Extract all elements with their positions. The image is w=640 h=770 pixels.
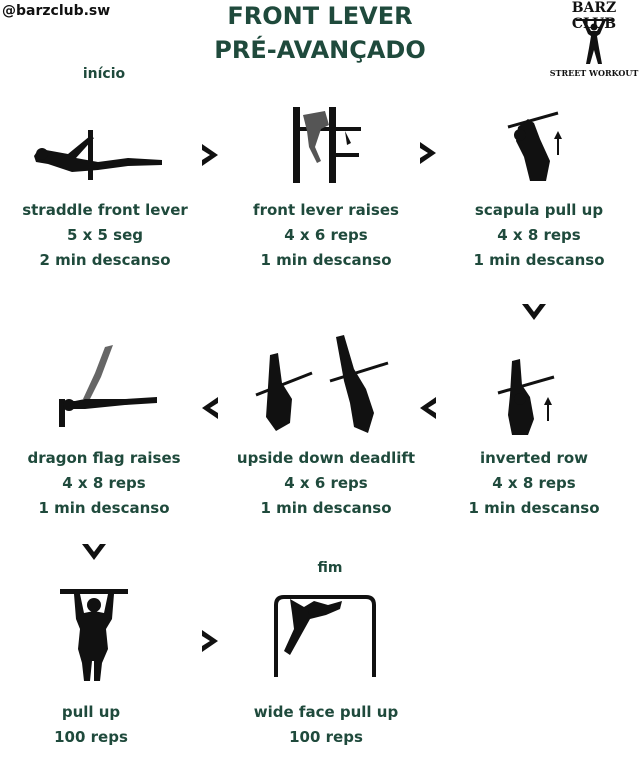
arrow-left-icon xyxy=(420,397,436,419)
exercise-name: front lever raises xyxy=(253,201,399,219)
arrow-right-icon xyxy=(202,144,218,166)
exercise-sets: 4 x 6 reps xyxy=(284,474,368,492)
exercise-card: dragon flag raises 4 x 8 reps 1 min desc… xyxy=(0,446,214,521)
page-subtitle: PRÉ-AVANÇADO xyxy=(214,36,426,64)
instagram-handle: @barzclub.sw xyxy=(2,3,111,19)
exercise-card: straddle front lever 5 x 5 seg 2 min des… xyxy=(0,198,215,273)
exercise-rest: 1 min descanso xyxy=(38,499,170,517)
arrow-left-icon xyxy=(202,397,218,419)
arrow-down-icon xyxy=(522,304,546,320)
exercise-name: straddle front lever xyxy=(22,201,188,219)
exercise-rest: 1 min descanso xyxy=(260,251,392,269)
arrow-right-icon xyxy=(420,142,436,164)
exercise-card: scapula pull up 4 x 8 reps 1 min descans… xyxy=(429,198,640,273)
exercise-card: upside down deadlift 4 x 6 reps 1 min de… xyxy=(216,446,436,521)
inverted-row-icon xyxy=(497,359,555,435)
front-lever-raises-icon xyxy=(293,107,361,183)
end-label: fim xyxy=(317,560,343,576)
exercise-name: scapula pull up xyxy=(474,201,604,219)
logo-bottom-text: STREET WORKOUT xyxy=(549,68,639,78)
exercise-card: pull up 100 reps xyxy=(0,700,201,750)
start-label: início xyxy=(82,66,126,82)
exercise-rest: 2 min descanso xyxy=(39,251,171,269)
exercise-sets: 100 reps xyxy=(289,728,363,746)
upside-down-deadlift-icon xyxy=(255,335,389,433)
exercise-name: pull up xyxy=(61,703,121,721)
exercise-name: dragon flag raises xyxy=(27,449,181,467)
arrow-down-icon xyxy=(82,544,106,560)
arrow-right-icon xyxy=(202,630,218,652)
exercise-sets: 4 x 6 reps xyxy=(284,226,368,244)
exercise-name: upside down deadlift xyxy=(236,449,416,467)
pull-up-icon xyxy=(60,589,128,681)
exercise-card: wide face pull up 100 reps xyxy=(216,700,436,750)
exercise-sets: 4 x 8 reps xyxy=(62,474,146,492)
wide-face-pull-up-icon xyxy=(274,595,376,677)
exercise-sets: 100 reps xyxy=(54,728,128,746)
scapula-pull-up-icon xyxy=(507,111,562,181)
exercise-sets: 5 x 5 seg xyxy=(66,226,144,244)
exercise-rest: 1 min descanso xyxy=(260,499,392,517)
exercise-name: inverted row xyxy=(479,449,589,467)
exercise-name: wide face pull up xyxy=(253,703,399,721)
exercise-sets: 4 x 8 reps xyxy=(492,474,576,492)
page-title: FRONT LEVER xyxy=(227,2,413,30)
barz-club-logo: BARZ CLUB STREET WORKOUT xyxy=(548,0,640,84)
exercise-card: inverted row 4 x 8 reps 1 min descanso xyxy=(424,446,640,521)
dragon-flag-raises-icon xyxy=(59,345,157,427)
exercise-rest: 1 min descanso xyxy=(468,499,600,517)
exercise-rest: 1 min descanso xyxy=(473,251,605,269)
exercise-card: front lever raises 4 x 6 reps 1 min desc… xyxy=(216,198,436,273)
logo-athlete-icon xyxy=(576,19,612,64)
straddle-front-lever-icon xyxy=(34,130,162,180)
exercise-sets: 4 x 8 reps xyxy=(497,226,581,244)
